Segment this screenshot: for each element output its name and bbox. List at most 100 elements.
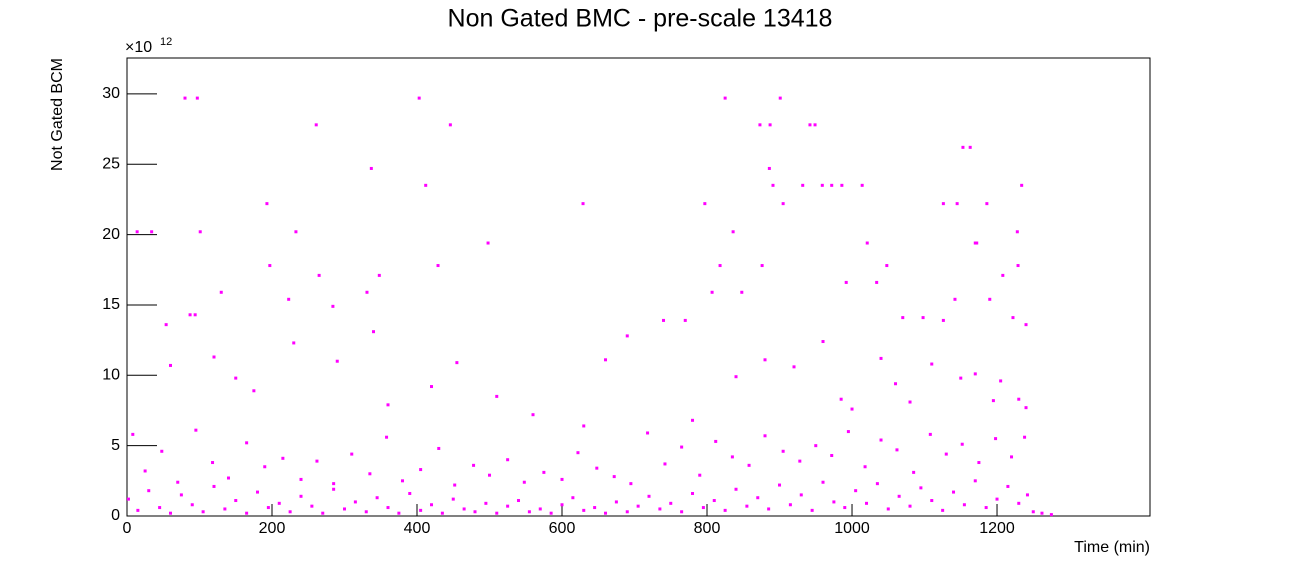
data-point [1025, 493, 1029, 497]
data-point [701, 506, 705, 510]
data-point [369, 166, 373, 170]
x-tick-label: 200 [259, 520, 286, 537]
x-axis-label: Time (min) [1074, 539, 1150, 556]
data-point [245, 441, 249, 445]
data-point [194, 428, 198, 432]
data-point [625, 334, 629, 338]
data-point [830, 453, 834, 457]
data-point [488, 473, 492, 477]
data-point [830, 183, 834, 187]
x-tick-label: 0 [123, 520, 132, 537]
data-point [814, 444, 818, 448]
data-point [799, 493, 803, 497]
data-point [176, 480, 180, 484]
data-point [658, 507, 662, 511]
data-point [560, 503, 564, 507]
data-point [310, 504, 314, 508]
data-point [266, 506, 270, 510]
data-point [131, 432, 135, 436]
data-point [778, 483, 782, 487]
data-point [968, 145, 972, 149]
data-point [941, 508, 945, 512]
data-point [1031, 510, 1035, 514]
data-point [961, 145, 965, 149]
data-point [808, 123, 812, 127]
data-point [758, 123, 762, 127]
x-tick-label: 800 [694, 520, 721, 537]
plot-frame [126, 57, 1151, 517]
data-point [365, 290, 369, 294]
data-point [1023, 435, 1027, 439]
data-point [227, 476, 231, 480]
data-point [768, 123, 772, 127]
data-point [839, 397, 843, 401]
data-point [792, 365, 796, 369]
data-point [143, 469, 147, 473]
data-point [437, 446, 441, 450]
data-point [335, 359, 339, 363]
data-point [397, 511, 401, 515]
data-point [212, 484, 216, 488]
data-point [912, 470, 916, 474]
data-point [860, 183, 864, 187]
data-point [781, 202, 785, 206]
data-point [462, 507, 466, 511]
data-point [527, 510, 531, 514]
data-point [401, 479, 405, 483]
data-point [955, 202, 959, 206]
data-point [448, 123, 452, 127]
data-point [960, 442, 964, 446]
data-point [158, 506, 162, 510]
data-point [582, 508, 586, 512]
data-point [885, 264, 889, 268]
data-point [930, 499, 934, 503]
data-point [710, 290, 714, 294]
data-point [886, 507, 890, 511]
data-point [277, 501, 281, 505]
data-point [164, 323, 168, 327]
data-point [430, 385, 434, 389]
data-point [854, 489, 858, 493]
data-point [683, 318, 687, 322]
data-point [430, 503, 434, 507]
data-point [219, 290, 223, 294]
data-point [372, 330, 376, 334]
data-point [436, 264, 440, 268]
data-point [763, 434, 767, 438]
data-point [417, 96, 421, 100]
data-point [781, 449, 785, 453]
data-point [908, 504, 912, 508]
data-point [767, 166, 771, 170]
data-point [821, 340, 825, 344]
data-point [281, 456, 285, 460]
data-point [571, 496, 575, 500]
data-point [473, 510, 477, 514]
data-point [542, 470, 546, 474]
data-point [193, 313, 197, 317]
data-point [484, 501, 488, 505]
data-point [975, 241, 979, 245]
data-point [424, 183, 428, 187]
data-point [201, 510, 205, 514]
data-point [771, 183, 775, 187]
data-point [875, 280, 879, 284]
data-point [321, 511, 325, 515]
data-point [734, 487, 738, 491]
data-point [1040, 511, 1044, 515]
data-point [614, 500, 618, 504]
data-point [1017, 397, 1021, 401]
data-point [595, 466, 599, 470]
data-point [212, 355, 216, 359]
data-point [604, 511, 608, 515]
data-point [691, 418, 695, 422]
data-point [364, 510, 368, 514]
data-point [495, 394, 499, 398]
x-tick-label: 600 [549, 520, 576, 537]
data-point [169, 363, 173, 367]
data-point [865, 241, 869, 245]
data-point [268, 264, 272, 268]
data-point [680, 445, 684, 449]
data-point [183, 96, 187, 100]
data-point [582, 424, 586, 428]
